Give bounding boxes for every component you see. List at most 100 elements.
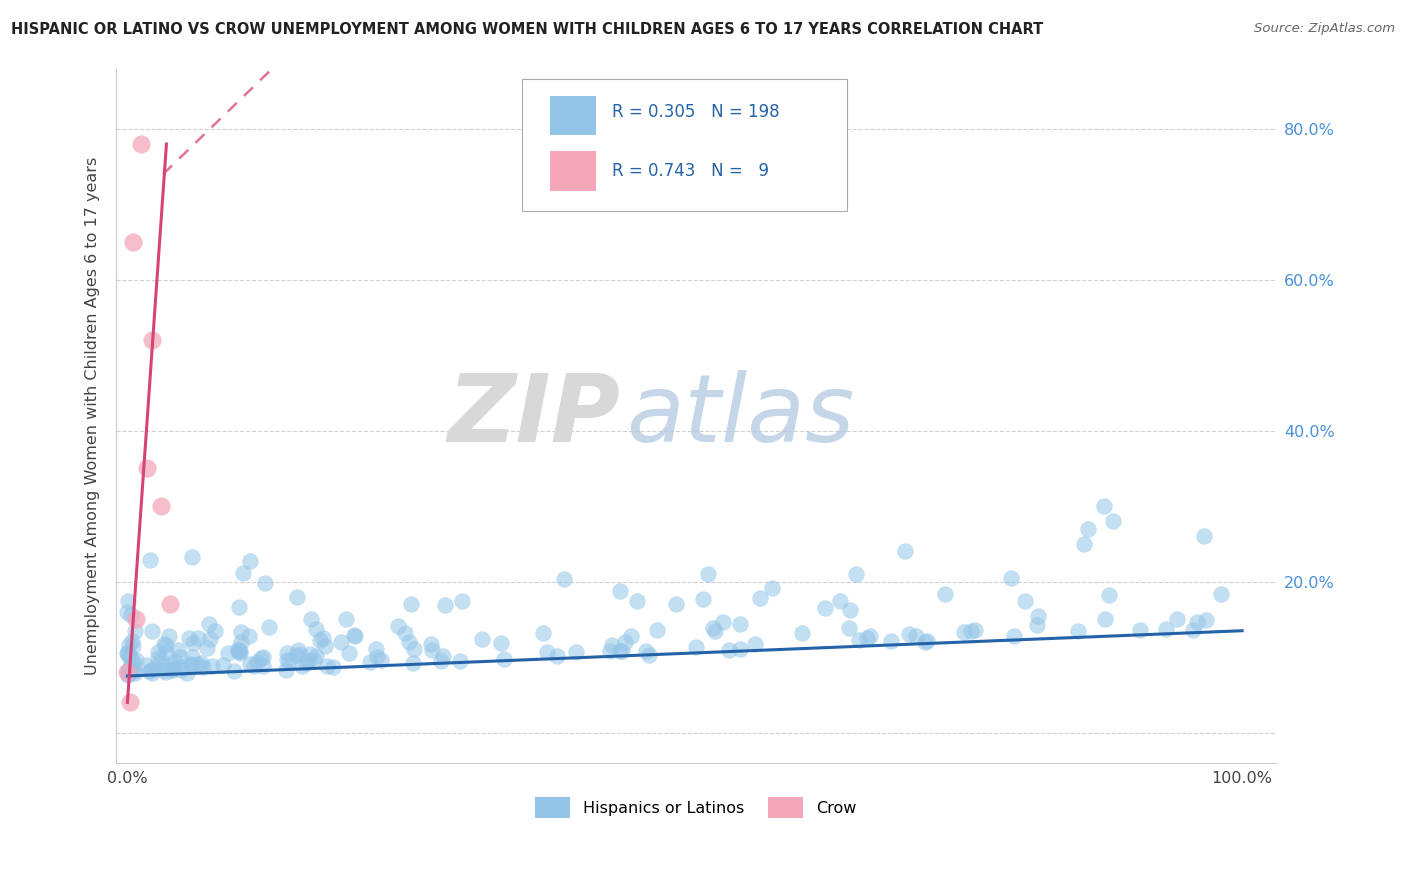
FancyBboxPatch shape — [550, 95, 596, 136]
Text: atlas: atlas — [626, 370, 855, 461]
Point — [257, 620, 280, 634]
Point — [121, 662, 143, 676]
Point — [229, 635, 252, 649]
Point — [761, 582, 783, 596]
Point — [366, 650, 388, 665]
Point — [146, 651, 169, 665]
Point — [118, 695, 141, 709]
Point — [297, 654, 319, 668]
Point — [915, 634, 938, 648]
Point — [155, 665, 177, 679]
Point — [814, 601, 837, 615]
Point — [1209, 587, 1232, 601]
Point — [302, 653, 325, 667]
Text: HISPANIC OR LATINO VS CROW UNEMPLOYMENT AMONG WOMEN WITH CHILDREN AGES 6 TO 17 Y: HISPANIC OR LATINO VS CROW UNEMPLOYMENT … — [11, 22, 1043, 37]
Point — [120, 608, 142, 623]
Point — [322, 660, 344, 674]
Point — [252, 658, 274, 673]
Point — [180, 657, 202, 671]
Point — [120, 649, 142, 664]
Point — [1000, 571, 1022, 585]
Point — [489, 636, 512, 650]
Point — [229, 644, 252, 658]
Point — [231, 625, 253, 640]
Point — [845, 567, 868, 582]
Point — [224, 665, 246, 679]
Point — [129, 136, 152, 151]
Point — [295, 657, 318, 671]
Point — [304, 648, 326, 663]
Point — [218, 646, 240, 660]
Point — [638, 648, 661, 662]
Point — [285, 648, 308, 662]
Point — [420, 643, 443, 657]
Point — [703, 624, 725, 639]
Point — [531, 626, 554, 640]
Point — [702, 621, 724, 635]
Point — [402, 656, 425, 670]
Point — [312, 632, 335, 646]
Point — [159, 597, 181, 611]
Point — [160, 664, 183, 678]
Point — [790, 626, 813, 640]
Point — [138, 552, 160, 566]
Point — [960, 624, 983, 639]
Point — [1101, 514, 1123, 528]
Point — [238, 629, 260, 643]
Point — [859, 629, 882, 643]
Point — [432, 649, 454, 664]
Point — [914, 635, 936, 649]
Point — [141, 666, 163, 681]
Y-axis label: Unemployment Among Women with Children Ages 6 to 17 years: Unemployment Among Women with Children A… — [86, 156, 100, 674]
Point — [155, 638, 177, 652]
Text: Source: ZipAtlas.com: Source: ZipAtlas.com — [1254, 22, 1395, 36]
Point — [838, 602, 860, 616]
Point — [117, 668, 139, 682]
Point — [1002, 629, 1025, 643]
Point — [157, 629, 180, 643]
Point — [1014, 594, 1036, 608]
Point — [449, 654, 471, 668]
Point — [239, 657, 262, 671]
Point — [291, 659, 314, 673]
Point — [343, 628, 366, 642]
Point — [117, 594, 139, 608]
Point — [186, 657, 208, 672]
Point — [121, 634, 143, 648]
Point — [1098, 588, 1121, 602]
Point — [364, 642, 387, 657]
Point — [430, 654, 453, 668]
Point — [619, 630, 641, 644]
Point — [290, 647, 312, 661]
Point — [953, 625, 976, 640]
Point — [176, 665, 198, 680]
Point — [1094, 612, 1116, 626]
Point — [298, 647, 321, 661]
Point — [404, 641, 426, 656]
Point — [198, 632, 221, 646]
Point — [117, 605, 139, 619]
Point — [305, 622, 328, 636]
Point — [370, 653, 392, 667]
Point — [276, 653, 298, 667]
Point — [117, 645, 139, 659]
Point — [152, 663, 174, 677]
Point — [898, 626, 921, 640]
Point — [118, 662, 141, 676]
Point — [494, 652, 516, 666]
Point — [692, 592, 714, 607]
Point — [387, 619, 409, 633]
Point — [246, 655, 269, 669]
Point — [1077, 522, 1099, 536]
Point — [546, 648, 568, 663]
Point — [136, 461, 159, 475]
Point — [135, 658, 157, 673]
Point — [1154, 622, 1177, 636]
Point — [170, 660, 193, 674]
Point — [145, 661, 167, 675]
Point — [433, 598, 456, 612]
Point — [117, 646, 139, 660]
Point — [191, 660, 214, 674]
Point — [1025, 618, 1047, 632]
Point — [122, 235, 145, 249]
